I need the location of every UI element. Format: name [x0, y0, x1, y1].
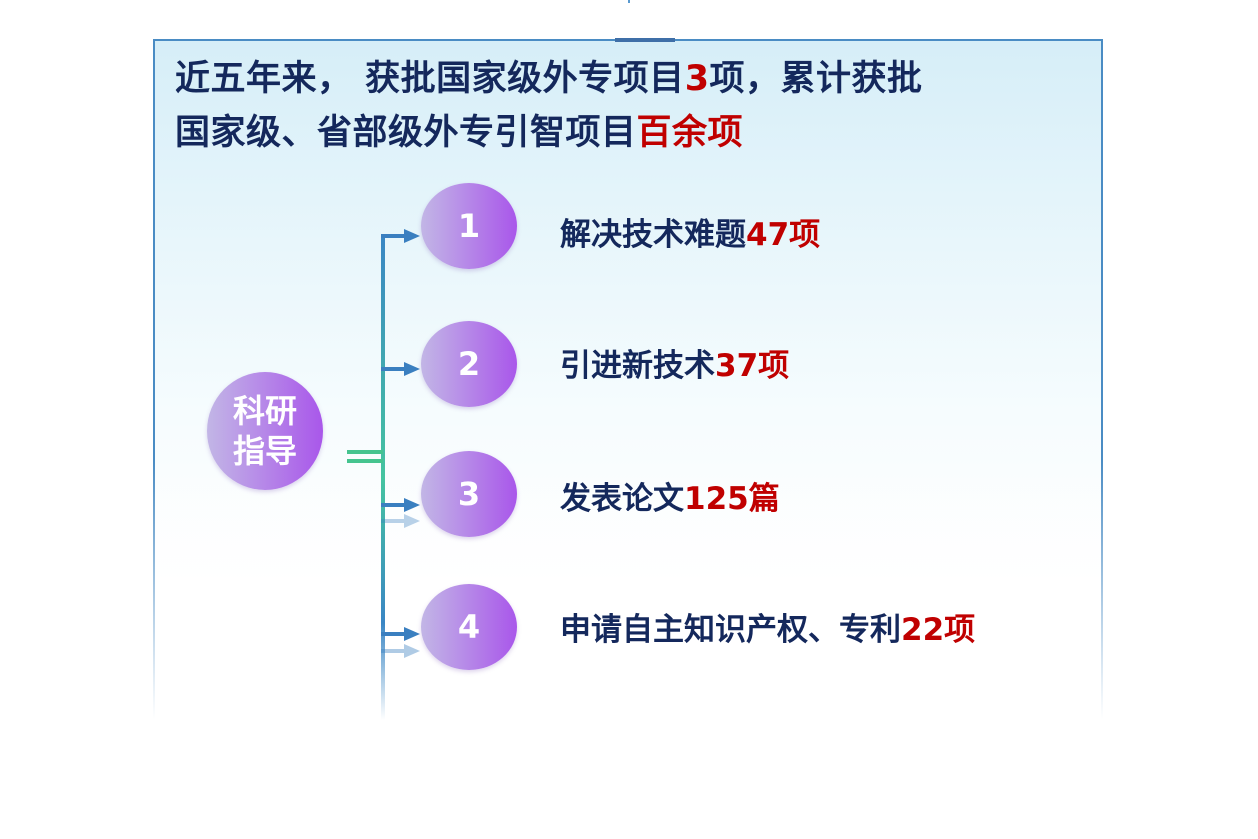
- node-number: 1: [457, 207, 481, 245]
- title-highlight-number: 3: [684, 59, 710, 99]
- title-highlight: 百余项: [636, 113, 744, 153]
- item-1: 解决技术难题47项: [560, 209, 820, 254]
- arrow-4: [381, 627, 420, 641]
- arrow-4-reflection: [381, 644, 420, 658]
- arrow-1: [381, 229, 420, 243]
- title-text: 近五年来， 获批国家级外专项目: [175, 59, 685, 99]
- item-text: 申请自主知识产权、专利: [560, 612, 901, 648]
- arrow-3-reflection: [381, 514, 420, 528]
- slide-title: 近五年来， 获批国家级外专项目3项，累计获批 国家级、省部级外专引智项目百余项: [175, 52, 1095, 160]
- number-node-1: 1: [421, 183, 517, 269]
- item-3: 发表论文125篇: [560, 473, 780, 518]
- number-node-3: 3: [421, 451, 517, 537]
- arrow-2: [381, 362, 420, 376]
- item-text: 解决技术难题: [560, 217, 746, 253]
- item-value: 125篇: [684, 481, 780, 517]
- node-number: 4: [457, 608, 481, 646]
- title-text: 国家级、省部级外专引智项目: [175, 113, 637, 153]
- item-text: 引进新技术: [560, 348, 715, 384]
- item-4: 申请自主知识产权、专利22项: [560, 604, 975, 649]
- center-node-line1: 科研: [232, 392, 297, 430]
- item-value: 47项: [746, 217, 821, 253]
- item-text: 发表论文: [560, 481, 684, 517]
- trunk-line: [381, 235, 385, 720]
- center-node-line2: 指导: [232, 432, 297, 470]
- title-text: 项，累计获批: [709, 59, 923, 99]
- double-line: [347, 450, 383, 454]
- number-node-2: 2: [421, 321, 517, 407]
- arrow-3: [381, 498, 420, 512]
- number-node-4: 4: [421, 584, 517, 670]
- node-number: 3: [457, 475, 481, 513]
- node-number: 2: [457, 345, 481, 383]
- double-line: [347, 459, 383, 463]
- item-value: 22项: [901, 612, 976, 648]
- item-2: 引进新技术37项: [560, 340, 789, 385]
- center-node: 科研 指导: [207, 372, 323, 490]
- panel-tab-marker: [615, 38, 675, 42]
- content-panel: [153, 39, 1103, 719]
- decor-dot: [628, 0, 630, 3]
- item-value: 37项: [715, 348, 790, 384]
